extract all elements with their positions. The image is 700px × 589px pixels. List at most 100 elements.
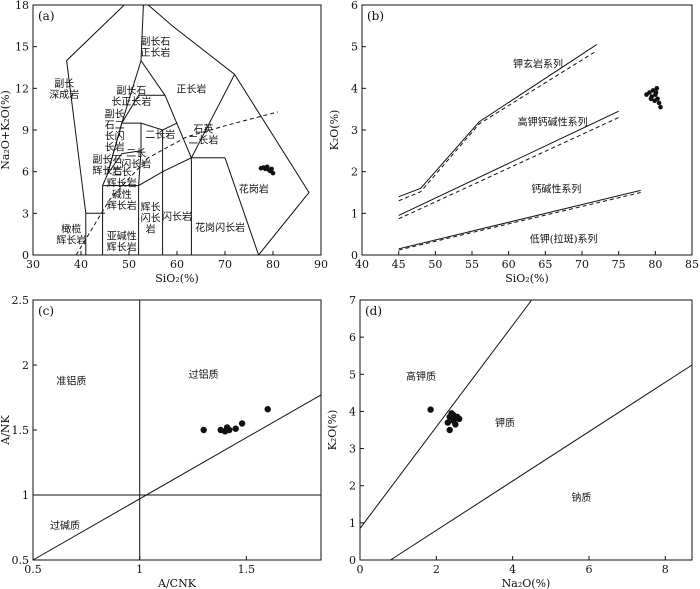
data-point [270, 170, 276, 176]
field-label-line: 石二 [105, 121, 125, 132]
x-tick-label: 6 [585, 563, 592, 576]
x-tick-label: 4 [509, 563, 516, 576]
data-point [658, 104, 663, 110]
field-boundary-line [121, 150, 142, 155]
field-label-line: 副长 [105, 109, 125, 121]
x-tick-label: 1.5 [238, 563, 256, 576]
field-label: 花岗岩 [239, 182, 269, 195]
field-label-line: 长闪 [105, 130, 125, 143]
field-label-line: 长岩 [105, 141, 125, 154]
data-point [232, 425, 239, 432]
series-boundary-line [398, 44, 597, 198]
y-tick-label: 7 [349, 294, 356, 307]
series-boundary-dashed-line [398, 117, 619, 220]
x-tick-label: 50 [122, 258, 136, 271]
y-axis-label: Na₂O+K₂O(%) [0, 90, 12, 170]
field-label-line: 二长 [126, 147, 146, 159]
field-label: 高钾质 [406, 370, 436, 383]
y-tick-label: 9 [22, 124, 29, 137]
field-label: 亚碱性辉长岩 [107, 230, 137, 254]
field-label-line: 二长 [112, 167, 132, 179]
field-label-line: 辉长岩 [107, 199, 137, 212]
panel-label: (b) [367, 9, 384, 23]
field-label: 副长深成岩 [49, 78, 79, 101]
x-tick-label: 70 [218, 258, 232, 271]
x-tick-label: 45 [392, 258, 406, 271]
x-tick-label: 60 [502, 258, 516, 271]
field-boundary-line [224, 157, 260, 256]
y-tick-label: 1.5 [12, 424, 30, 437]
field-label: 过铝质 [189, 368, 219, 381]
field-label-line: 亚碱性 [107, 230, 137, 243]
chart-panel-a: 30 40 50 60 70 80 90 0 3 6 9 12 15 18 SiO₂(%) Na₂O+K₂O(… [0, 0, 328, 285]
y-tick-label: 6 [22, 166, 29, 179]
y-tick-label: 1 [349, 517, 356, 530]
y-tick-label: 4 [349, 405, 356, 418]
field-label: 石英二长岩 [188, 123, 218, 147]
x-tick-label: 40 [74, 258, 88, 271]
x-tick-label: 80 [266, 258, 280, 271]
field-label-line: 高钾钙碱性系列 [518, 116, 588, 129]
data-point [200, 426, 207, 434]
field-label-line: 橄榄 [61, 223, 81, 236]
x-axis-label: Na₂O(%) [502, 577, 551, 589]
field-label: 副长石正长岩 [140, 36, 170, 59]
field-label: 橄榄辉长岩 [56, 223, 86, 247]
field-label: 钾玄岩系列 [513, 57, 563, 70]
field-label: 二长辉长岩 [107, 167, 137, 190]
field-label-line: 闪长岩 [162, 210, 192, 223]
field-label-line: 钾玄岩系列 [513, 57, 563, 70]
x-tick-label: 40 [355, 258, 369, 271]
data-point [444, 419, 451, 426]
panel-label: (d) [365, 304, 382, 318]
x-tick-label: 8 [662, 563, 669, 576]
field-label-line: 副长石 [116, 85, 146, 97]
field-boundary-line [140, 4, 144, 61]
data-point [450, 411, 457, 419]
alkaline-divide-dashed-line [75, 111, 278, 256]
field-label-line: 岩 [146, 223, 156, 236]
data-point [656, 100, 662, 106]
field-label-line: 深成岩 [49, 88, 79, 101]
y-tick-label: 18 [15, 0, 29, 12]
data-point [269, 166, 274, 172]
field-label: 钾质 [495, 417, 515, 430]
x-tick-label: 0 [357, 563, 364, 576]
y-tick-label: 2.5 [12, 294, 30, 307]
x-tick-label: 55 [465, 258, 479, 271]
field-label: 准铝质 [56, 376, 86, 388]
y-tick-label: 1 [351, 207, 358, 220]
data-point [226, 426, 233, 434]
field-label: 二长岩 [145, 128, 175, 141]
y-axis-label: K₂O(%) [328, 110, 341, 151]
y-tick-label: 0 [22, 249, 29, 262]
y-tick-label: 2 [351, 166, 358, 179]
series-boundary-dashed-line [398, 50, 597, 202]
field-label: 高钾钙碱性系列 [518, 116, 588, 129]
series-boundary-dashed-line [398, 192, 641, 251]
y-tick-label: 12 [15, 82, 29, 95]
field-label-line: 长正长岩 [111, 95, 151, 108]
field-boundary-line [106, 153, 123, 175]
x-tick-label: 90 [314, 258, 328, 271]
field-boundary-line [359, 299, 533, 529]
x-tick-label: 70 [575, 258, 589, 271]
field-boundary-line [121, 94, 165, 124]
y-tick-label: 0 [351, 249, 358, 262]
x-axis-label: SiO₂(%) [505, 272, 549, 285]
data-point [446, 426, 453, 434]
field-label: 钠质 [571, 491, 591, 504]
field-label-line: 辉长岩 [92, 164, 122, 177]
data-point [655, 96, 660, 102]
panel-label: (c) [38, 304, 54, 318]
y-tick-label: 6 [349, 331, 356, 344]
chart-panel-b: 40 45 50 55 60 65 70 75 80 850123456SiO₂(%)K₂O(%)… [328, 0, 699, 285]
field-label-line: 钙碱性系列 [531, 182, 581, 195]
x-axis-label: A/CNK [157, 577, 197, 589]
y-tick-label: 3 [351, 124, 358, 137]
y-tick-label: 6 [351, 0, 358, 12]
y-tick-label: 5 [349, 368, 356, 381]
